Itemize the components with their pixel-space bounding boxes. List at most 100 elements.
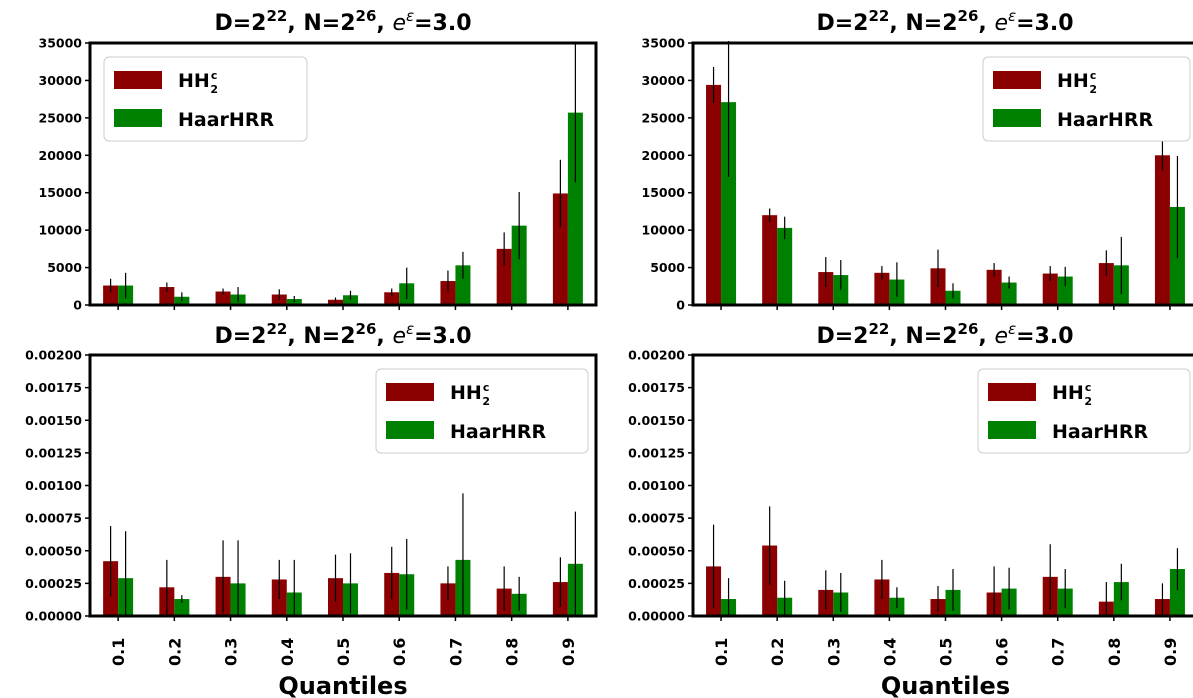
y-tick-label: 0.00175 bbox=[628, 380, 685, 395]
x-tick-label: 0.4 bbox=[278, 638, 297, 666]
title-part: ε bbox=[1008, 320, 1016, 338]
axes-frame bbox=[691, 41, 1193, 307]
bar-haarhrr bbox=[1001, 282, 1017, 305]
x-tick-label: 0.7 bbox=[446, 638, 465, 666]
title-part: , N=2 bbox=[889, 324, 957, 349]
bar-hh2c bbox=[818, 272, 834, 305]
y-tick-label: 10000 bbox=[39, 223, 83, 238]
title-part: =3.0 bbox=[414, 324, 471, 349]
x-tick-label: 0.9 bbox=[559, 638, 578, 666]
x-tick-label: 0.5 bbox=[334, 638, 353, 666]
bar-hh2c bbox=[159, 287, 175, 305]
x-tick-label: 0.3 bbox=[222, 638, 241, 666]
title-part: e bbox=[994, 11, 1008, 36]
legend-hh-base: HH bbox=[178, 70, 210, 92]
y-tick-label: 10000 bbox=[642, 223, 686, 238]
chart-title: D=222, N=226, eε=3.0 bbox=[214, 320, 471, 349]
title-part: , N=2 bbox=[287, 324, 355, 349]
legend-swatch-haarhrr bbox=[988, 421, 1036, 439]
title-part: 26 bbox=[958, 320, 979, 338]
chart-title: D=222, N=226, eε=3.0 bbox=[816, 7, 1073, 36]
bar-hh2c bbox=[440, 281, 456, 305]
axes-frame bbox=[691, 353, 1193, 618]
title-part: e bbox=[994, 324, 1008, 349]
title-part: 22 bbox=[869, 7, 890, 25]
legend-label-hh: HHc 2 bbox=[178, 69, 218, 96]
y-tick-label: 0.00050 bbox=[25, 543, 82, 558]
bar-haarhrr bbox=[174, 599, 190, 616]
x-tick-label: 0.9 bbox=[1161, 638, 1180, 666]
legend-label-haarhrr: HaarHRR bbox=[1057, 109, 1153, 131]
bar-hh2c bbox=[552, 193, 568, 305]
legend: HHc 2 HaarHRR bbox=[375, 368, 589, 454]
bar-haarhrr bbox=[455, 265, 471, 305]
chart-title: D=222, N=226, eε=3.0 bbox=[214, 7, 471, 36]
x-tick-label: 0.6 bbox=[993, 638, 1012, 666]
y-tick-label: 15000 bbox=[39, 185, 83, 200]
y-tick-label: 35000 bbox=[642, 36, 686, 51]
legend-label-haarhrr: HaarHRR bbox=[1052, 421, 1148, 443]
y-tick-label: 0.00100 bbox=[628, 478, 685, 493]
y-tick-label: 0.00100 bbox=[25, 478, 82, 493]
legend-hh-sup: c bbox=[1085, 381, 1092, 394]
legend-hh-sub: 2 bbox=[210, 83, 218, 96]
x-tick-label: 0.2 bbox=[768, 638, 787, 666]
x-tick-label: 0.8 bbox=[503, 638, 522, 666]
title-part: D=2 bbox=[816, 324, 868, 349]
bar-hh2c bbox=[384, 292, 400, 305]
y-tick-label: 0 bbox=[676, 298, 685, 313]
chart-title: D=222, N=226, eε=3.0 bbox=[816, 320, 1073, 349]
title-part: ε bbox=[1008, 7, 1016, 25]
title-part: =3.0 bbox=[1016, 11, 1073, 36]
legend-swatch-hh bbox=[993, 71, 1041, 89]
title-part: , N=2 bbox=[889, 11, 957, 36]
legend-swatch-hh bbox=[386, 383, 434, 401]
legend-swatch-hh bbox=[114, 71, 162, 89]
legend-label-hh: HHc 2 bbox=[1052, 381, 1092, 408]
legend-label-hh: HHc 2 bbox=[450, 381, 490, 408]
title-part: 26 bbox=[356, 320, 377, 338]
bar-hh2c bbox=[1042, 273, 1058, 305]
y-tick-label: 0.00200 bbox=[628, 348, 685, 363]
bar-hh2c bbox=[762, 215, 778, 305]
bar-hh2c bbox=[986, 269, 1002, 305]
y-tick-label: 0.00025 bbox=[628, 576, 685, 591]
bar-hh2c bbox=[215, 291, 231, 305]
bar-haarhrr bbox=[1169, 569, 1185, 616]
x-tick-label: 0.5 bbox=[937, 638, 956, 666]
y-tick-label: 20000 bbox=[642, 148, 686, 163]
legend-hh-sup: c bbox=[211, 69, 218, 82]
x-tick-label: 0.4 bbox=[880, 638, 899, 666]
bar-hh2c bbox=[328, 299, 343, 305]
title-part: 26 bbox=[958, 7, 979, 25]
y-tick-label: 25000 bbox=[642, 110, 686, 125]
y-tick-label: 15000 bbox=[642, 185, 686, 200]
legend-label-hh: HHc 2 bbox=[1057, 69, 1097, 96]
title-part: , N=2 bbox=[287, 11, 355, 36]
chart-panel-4: D=222, N=226, eε=3.0 0.00000 0.00025 0.0005… bbox=[628, 320, 1193, 698]
legend-hh-base: HH bbox=[1057, 70, 1089, 92]
y-tick-label: 0.00000 bbox=[628, 609, 685, 624]
x-tick-label: 0.1 bbox=[109, 638, 128, 666]
legend-hh-sub: 2 bbox=[1089, 83, 1097, 96]
legend-hh-sup: c bbox=[1090, 69, 1097, 82]
axes-frame bbox=[88, 41, 598, 307]
bar-hh2c bbox=[706, 84, 722, 305]
title-part: 22 bbox=[267, 7, 288, 25]
x-tick-label: 0.7 bbox=[1049, 638, 1068, 666]
title-part: 22 bbox=[267, 320, 288, 338]
bar-haarhrr bbox=[777, 227, 793, 305]
y-tick-label: 0.00050 bbox=[628, 543, 685, 558]
title-part: D=2 bbox=[214, 324, 266, 349]
bar-hh2c bbox=[1154, 155, 1170, 305]
y-tick-label: 0.00175 bbox=[25, 380, 82, 395]
chart-panel-1: D=222, N=226, eε=3.0 0 5000 10000 15000 20000… bbox=[39, 7, 598, 313]
bar-hh2c bbox=[1098, 263, 1114, 305]
title-part: ε bbox=[406, 7, 414, 25]
y-tick-label: 0.00125 bbox=[628, 445, 685, 460]
bar-hh2c bbox=[496, 248, 512, 305]
bar-haarhrr bbox=[1057, 276, 1073, 305]
title-part: 26 bbox=[356, 7, 377, 25]
title-part: =3.0 bbox=[414, 11, 471, 36]
